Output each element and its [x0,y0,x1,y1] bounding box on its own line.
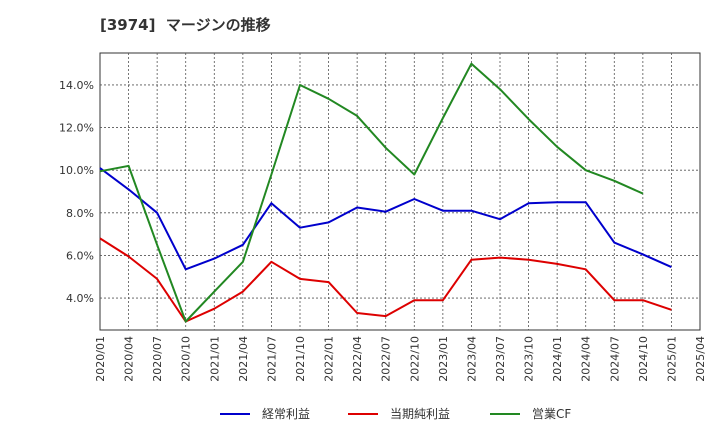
y-tick-label: 4.0% [66,292,94,305]
legend: 経常利益 当期純利益 営業CF [220,407,571,421]
x-tick-label: 2025/01 [665,336,678,382]
x-tick-label: 2022/07 [380,336,393,382]
x-tick-label: 2022/01 [323,336,336,382]
x-tick-label: 2024/07 [608,336,621,382]
x-tick-label: 2024/10 [637,336,650,382]
x-tick-label: 2023/01 [437,336,450,382]
x-tick-label: 2025/04 [694,336,707,382]
y-tick-label: 14.0% [59,79,94,92]
plot-area [99,52,701,331]
x-tick-label: 2021/04 [237,336,250,382]
series-lines [99,62,672,323]
x-tick-label: 2020/07 [151,336,164,382]
x-axis-ticks: 2020/01 2020/04 2020/07 2020/10 2021/01 2021/… [94,336,707,382]
x-tick-label: 2023/04 [465,336,478,382]
x-tick-label: 2024/04 [580,336,593,382]
y-axis-ticks: 4.0% 6.0% 8.0% 10.0% 12.0% 14.0% [59,79,94,305]
series-line [99,62,644,323]
grid-lines [100,53,700,330]
x-tick-label: 2021/01 [208,336,221,382]
x-tick-label: 2023/07 [494,336,507,382]
x-tick-label: 2021/07 [265,336,278,382]
legend-label: 経常利益 [262,407,310,421]
x-tick-label: 2022/10 [408,336,421,382]
y-tick-label: 8.0% [66,207,94,220]
legend-label: 営業CF [532,407,571,421]
x-tick-label: 2022/04 [351,336,364,382]
x-tick-label: 2023/10 [523,336,536,382]
x-tick-label: 2020/04 [123,336,136,382]
series-line [99,237,672,323]
legend-label: 当期純利益 [390,407,450,421]
y-tick-label: 12.0% [59,122,94,135]
y-tick-label: 10.0% [59,164,94,177]
x-tick-label: 2024/01 [551,336,564,382]
x-tick-label: 2020/10 [180,336,193,382]
x-tick-label: 2021/10 [294,336,307,382]
chart-title: [3974] マージンの推移 [100,16,271,34]
x-tick-label: 2020/01 [94,336,107,382]
series-line [99,167,672,271]
y-tick-label: 6.0% [66,249,94,262]
